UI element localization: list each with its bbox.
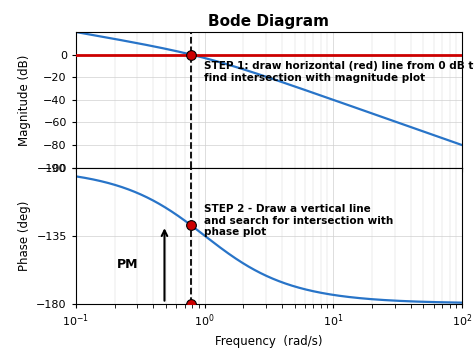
X-axis label: Frequency  (rad/s): Frequency (rad/s) [215,335,323,348]
Text: STEP 1: draw horizontal (red) line from 0 dB to
find intersection with magnitude: STEP 1: draw horizontal (red) line from … [204,61,474,83]
Y-axis label: Magnitude (dB): Magnitude (dB) [18,54,31,146]
Title: Bode Diagram: Bode Diagram [209,15,329,29]
Text: STEP 2 - Draw a vertical line
and search for intersection with
phase plot: STEP 2 - Draw a vertical line and search… [204,204,393,237]
Y-axis label: Phase (deg): Phase (deg) [18,201,31,271]
Text: PM: PM [117,258,139,271]
